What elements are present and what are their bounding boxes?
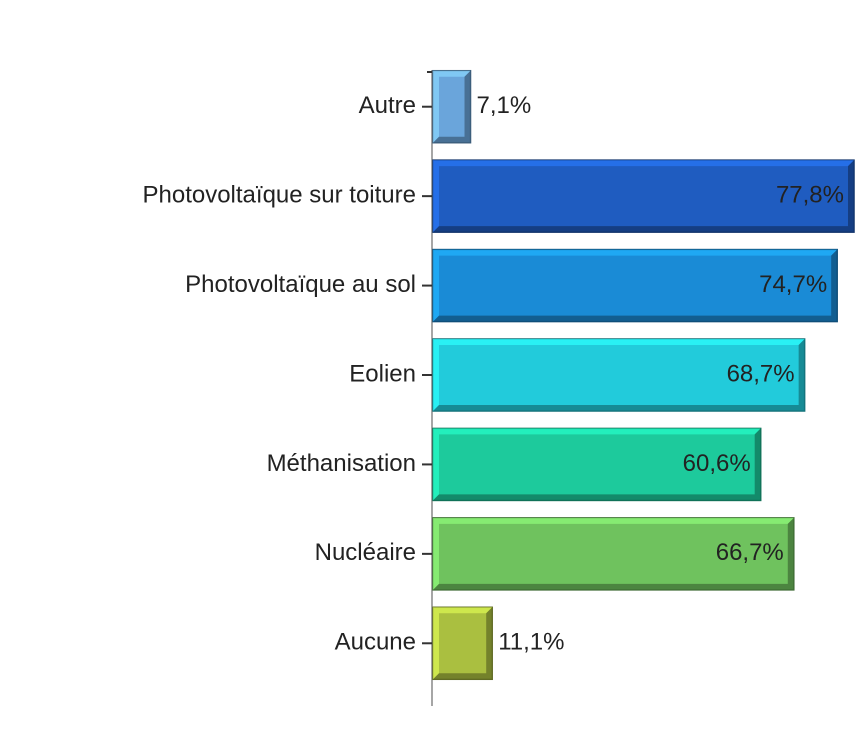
y-tick-label: Nucléaire	[315, 539, 416, 566]
data-label: 7,1%	[477, 92, 532, 119]
y-tick-label: Aucune	[335, 629, 416, 656]
bar-shadow	[433, 607, 493, 680]
bar-shadow	[433, 70, 471, 143]
data-label: 11,1%	[498, 629, 564, 656]
bar-highlight	[433, 607, 493, 680]
bar-highlight	[433, 70, 471, 143]
y-tick-label: Eolien	[349, 360, 416, 387]
bar	[432, 69, 472, 144]
y-tick-label: Photovoltaïque sur toiture	[142, 181, 416, 208]
bar	[432, 606, 493, 681]
data-label: 66,7%	[716, 539, 784, 566]
bar	[432, 517, 795, 591]
y-tick-label: Autre	[359, 92, 416, 119]
data-label: 68,7%	[727, 360, 795, 387]
data-label: 74,7%	[759, 271, 827, 298]
data-label: 60,6%	[683, 450, 751, 477]
data-label: 77,8%	[776, 181, 844, 208]
y-tick-label: Photovoltaïque au sol	[185, 271, 416, 298]
y-tick-label: Méthanisation	[267, 450, 416, 477]
